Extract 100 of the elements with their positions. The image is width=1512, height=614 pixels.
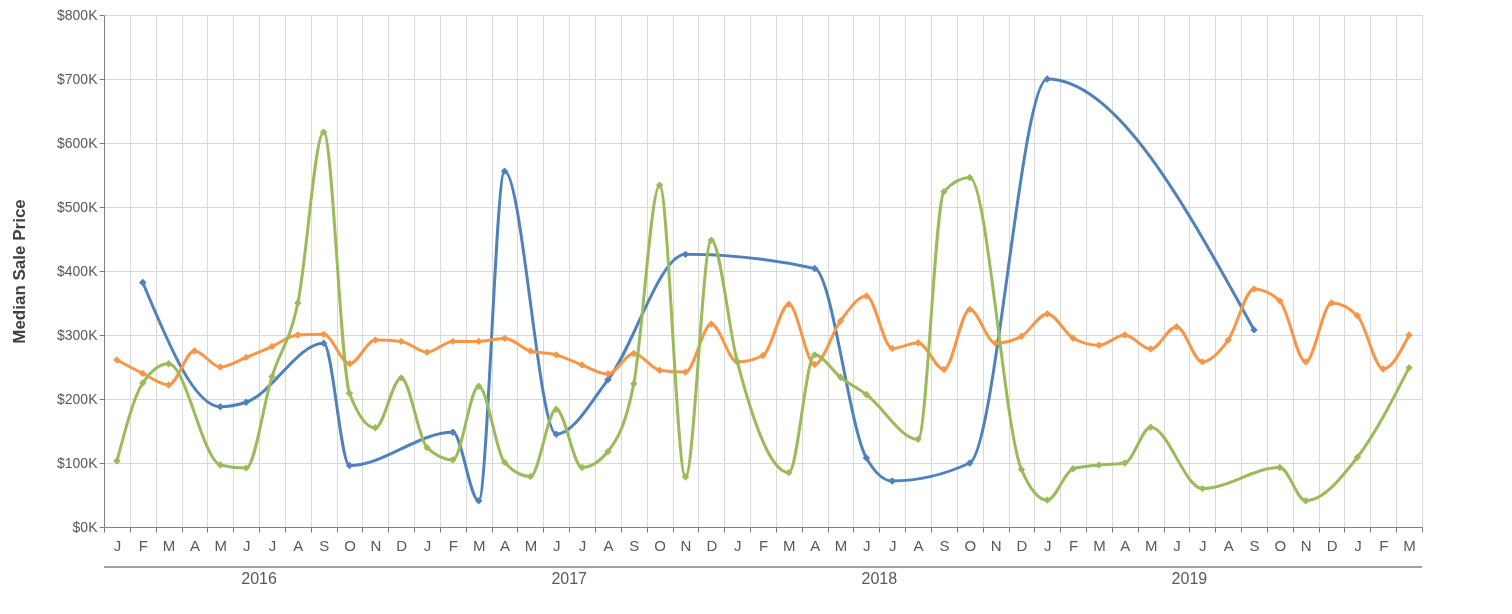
point <box>785 300 793 308</box>
point <box>242 353 250 362</box>
x-tick-label: S <box>1249 536 1260 554</box>
point <box>552 430 560 438</box>
point <box>966 173 974 182</box>
point <box>319 128 328 136</box>
point <box>397 337 405 346</box>
point <box>371 424 380 432</box>
point <box>707 320 716 328</box>
point <box>397 374 405 382</box>
text: 2018 <box>861 570 898 587</box>
y-tick-label: $800K <box>57 6 99 23</box>
point <box>966 305 974 314</box>
point <box>1198 358 1207 366</box>
x-tick-label: J <box>553 536 561 554</box>
x-tick-label: A <box>1223 536 1234 554</box>
x-tick-label: J <box>423 536 432 554</box>
x-tick-label: F <box>1069 536 1079 554</box>
x-tick-label: J <box>888 536 897 554</box>
x-tick-label: M <box>783 536 796 554</box>
point <box>552 351 560 359</box>
y-tick-label: $0K <box>72 518 99 535</box>
x-tick-label: N <box>1300 536 1312 554</box>
point <box>604 447 612 456</box>
point <box>630 349 638 358</box>
point <box>526 472 535 481</box>
text: 2019 <box>1171 570 1208 587</box>
x-tick-label: N <box>990 536 1002 554</box>
y-tick-label: $100K <box>57 454 99 471</box>
x-tick-label: F <box>138 536 148 554</box>
y-tick-label: $700K <box>57 70 99 87</box>
point <box>345 389 354 397</box>
x-tick-label: O <box>344 536 356 554</box>
point <box>500 167 509 175</box>
point <box>1043 496 1051 504</box>
point <box>914 435 922 444</box>
x-tick-label: J <box>578 536 587 554</box>
x-tick-label: F <box>758 536 769 554</box>
x-tick-label: J <box>863 536 871 554</box>
point <box>1302 497 1310 505</box>
point <box>836 373 845 381</box>
point <box>1353 453 1362 461</box>
x-tick-label: J <box>268 536 277 554</box>
point <box>862 390 871 399</box>
x-tick-label: J <box>733 536 742 554</box>
point <box>991 339 1000 348</box>
x-tick-label: M <box>162 536 176 554</box>
point <box>345 461 354 470</box>
x-tick-label: S <box>939 536 950 554</box>
point <box>862 292 871 300</box>
point <box>1353 312 1362 320</box>
x-tick-label: F <box>1379 536 1389 554</box>
x-tick-label: J <box>1199 536 1207 554</box>
point <box>216 363 224 371</box>
y-tick-label: $500K <box>57 198 99 215</box>
x-tick-label: A <box>913 536 924 554</box>
x-tick-label: M <box>214 536 228 554</box>
y-axis-title: Median Sale Price <box>10 199 30 344</box>
y-tick-label: $600K <box>57 134 99 151</box>
point <box>345 360 354 368</box>
x-tick-label: D <box>1016 536 1028 554</box>
point <box>1017 465 1026 474</box>
point <box>1172 322 1181 331</box>
x-tick-label: O <box>654 536 666 554</box>
x-tick-label: D <box>1326 536 1338 554</box>
point <box>836 317 845 325</box>
point <box>759 351 767 360</box>
x-tick-label: S <box>319 536 330 554</box>
point <box>785 468 793 477</box>
point <box>1146 423 1155 431</box>
point <box>552 405 560 413</box>
point <box>707 236 716 244</box>
point <box>1302 358 1310 366</box>
point <box>1405 363 1413 372</box>
point <box>1069 334 1077 342</box>
point <box>449 428 457 436</box>
x-tick-label: A <box>293 536 304 554</box>
x-tick-label: A <box>1120 536 1131 554</box>
point <box>164 360 173 368</box>
text: 2017 <box>551 570 588 587</box>
x-tick-label: A <box>189 536 200 554</box>
x-tick-label: M <box>1093 536 1106 554</box>
point <box>810 264 819 273</box>
point <box>578 463 586 472</box>
point <box>1379 365 1387 373</box>
x-tick-label: S <box>629 536 640 554</box>
x-tick-label: M <box>472 536 486 554</box>
point <box>242 398 250 406</box>
point <box>862 454 871 462</box>
x-tick-label: N <box>680 536 692 554</box>
text: 2016 <box>241 570 277 587</box>
x-tick-label: A <box>810 536 821 554</box>
x-tick-label: J <box>1044 536 1052 554</box>
point <box>655 366 664 374</box>
point <box>268 372 276 381</box>
x-tick-label: D <box>396 536 408 554</box>
x-tick-label: M <box>834 536 848 554</box>
x-tick-label: J <box>113 536 122 554</box>
x-tick-label: J <box>242 536 251 554</box>
point <box>888 344 896 353</box>
